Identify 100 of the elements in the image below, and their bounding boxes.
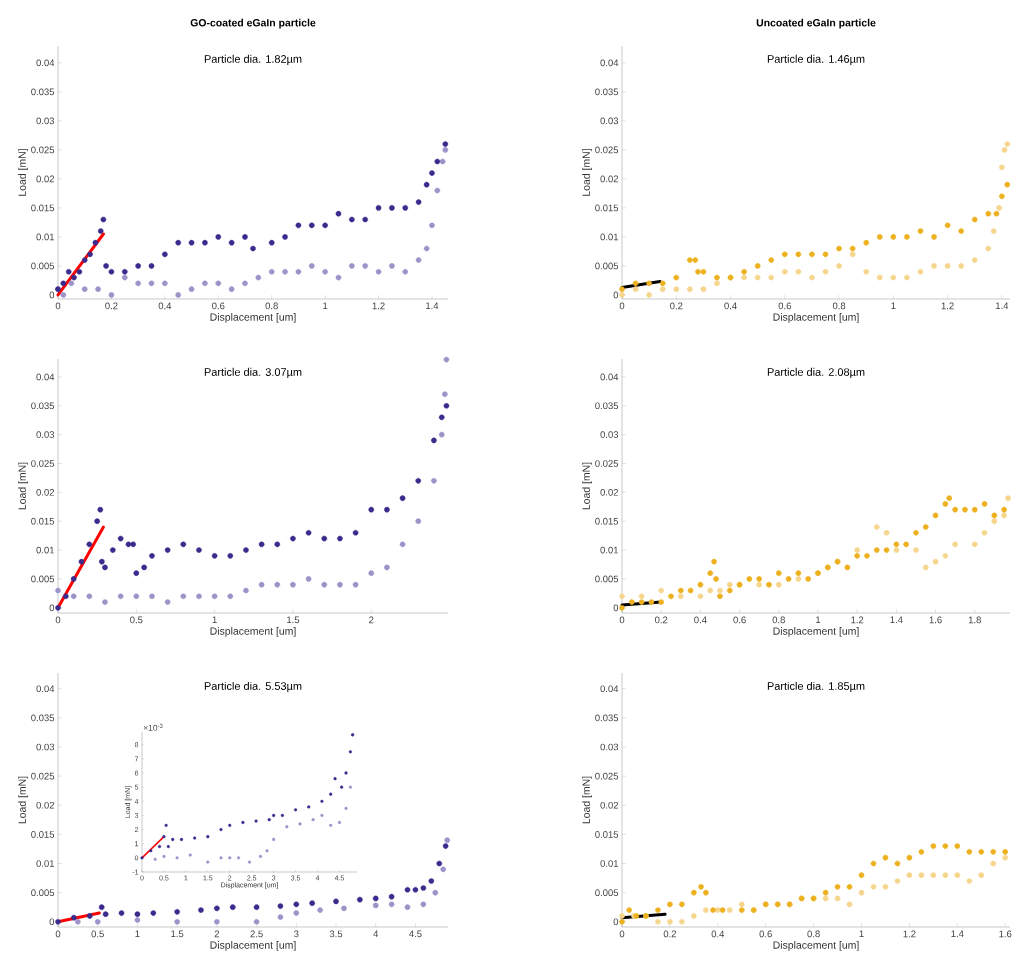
text: Particle dia. 1.82µm: [204, 54, 302, 66]
x-tick-label: 0.6: [212, 302, 225, 310]
x-tick-label: 0.6: [733, 616, 746, 624]
x-tick-label: 0.8: [265, 302, 278, 310]
y-tick-label: 0.04: [600, 373, 619, 381]
y-tick-label: 0.01: [600, 546, 619, 554]
y-axis-title: Load [mN]: [582, 462, 592, 510]
y-tick-label: 0.025: [595, 460, 619, 467]
x-tick-label: 1: [891, 302, 896, 310]
x-tick-label: 1: [323, 302, 328, 310]
x-tick-label: 3: [294, 930, 299, 938]
y-tick-label: 0.03: [600, 431, 619, 438]
text: Particle dia. 5.53µm: [204, 681, 302, 693]
x-tick-label: 1.2: [851, 616, 864, 624]
x-tick-label: 1.2: [903, 930, 916, 938]
x-tick-label: 1.4: [426, 302, 439, 310]
y-tick-label: 0.005: [595, 575, 619, 583]
x-tick-label: 1.8: [968, 616, 981, 624]
x-tick-label: 1.2: [941, 302, 954, 310]
y-tick-label: 0.035: [595, 88, 619, 96]
x-tick-label: 0.8: [772, 616, 785, 624]
x-tick-label: 1.4: [890, 616, 903, 624]
x-axis-title: Displacement [um]: [210, 313, 296, 323]
y-tick-label: 0.02: [600, 489, 619, 496]
y-tick-label: 0.015: [31, 204, 55, 212]
y-tick-label: 0.01: [600, 860, 619, 867]
y-tick-label: 0.015: [595, 204, 619, 212]
x-tick-label: 0.8: [832, 302, 846, 310]
y-tick-label: 0.01: [36, 860, 55, 867]
y-tick-label: 0.035: [31, 88, 55, 96]
y-tick-label: 0.025: [31, 772, 55, 780]
x-tick-label: 0.2: [655, 616, 668, 624]
x-tick-label: 4.5: [409, 930, 422, 938]
x-tick-label: 0.6: [778, 302, 791, 310]
y-tick-label: 0.04: [36, 685, 55, 693]
y-tick-label: 0.025: [31, 460, 55, 467]
y-tick-label: 0.03: [36, 743, 55, 751]
y-tick-label: 0.005: [31, 575, 55, 583]
y-tick-label: 0.02: [600, 801, 619, 809]
text: Particle dia. 1.85µm: [767, 681, 865, 693]
x-tick-label: 0.5: [91, 930, 104, 938]
text: Particle dia. 1.46µm: [767, 54, 865, 66]
x-tick-label: 0: [619, 302, 625, 310]
x-axis-title: Displacement [um]: [773, 627, 859, 637]
y-tick-label: 0.02: [36, 801, 55, 809]
x-tick-label: 1.6: [999, 930, 1012, 938]
y-tick-label: 0.035: [595, 402, 619, 410]
chart-title: GO-coated eGaIn particle: [190, 18, 316, 29]
y-tick-label: 0.025: [595, 146, 619, 154]
y-tick-label: 0.01: [36, 233, 55, 241]
y-tick-label: 0.02: [600, 175, 619, 183]
y-tick-label: 0.005: [31, 889, 55, 896]
y-tick-label: 0: [49, 604, 55, 612]
y-tick-label: 0.005: [595, 889, 619, 896]
y-tick-label: 0.03: [36, 431, 55, 438]
x-tick-label: 2: [214, 930, 220, 938]
chart-title: Uncoated eGaIn particle: [756, 18, 876, 29]
y-tick-label: 0: [613, 918, 619, 926]
y-tick-label: 0.035: [31, 714, 55, 722]
y-axis-title: Load [mN]: [18, 462, 28, 510]
x-tick-label: 0.2: [663, 930, 677, 938]
x-tick-label: 3.5: [329, 930, 343, 938]
y-tick-label: 0.03: [600, 743, 619, 751]
y-tick-label: 0.005: [595, 262, 619, 270]
x-tick-label: 1.5: [171, 930, 184, 938]
y-tick-label: 0.015: [31, 517, 55, 525]
x-axis-title: Displacement [um]: [773, 313, 859, 323]
x-tick-label: 0.4: [694, 616, 707, 624]
y-tick-label: 0: [49, 918, 55, 926]
y-tick-label: 0.01: [600, 233, 619, 241]
y-tick-label: 0.025: [595, 772, 619, 780]
y-tick-label: 0.035: [595, 714, 619, 722]
text: Particle dia. 2.08µm: [767, 367, 865, 379]
x-tick-label: 0: [55, 302, 61, 310]
y-tick-label: 0: [613, 604, 619, 612]
y-tick-label: 0.035: [31, 402, 55, 410]
x-tick-label: 0.4: [711, 930, 725, 938]
x-tick-label: 0: [619, 930, 625, 938]
x-axis-title: Displacement [um]: [210, 627, 296, 637]
y-tick-label: 0.015: [595, 831, 619, 838]
y-tick-label: 0.04: [600, 685, 619, 693]
x-tick-label: 1.6: [929, 616, 942, 624]
x-axis-title: Displacement [um]: [773, 941, 859, 951]
x-tick-label: 1.4: [996, 302, 1009, 310]
x-tick-label: 0: [55, 616, 61, 624]
x-axis-title: Displacement [um]: [210, 941, 296, 951]
x-tick-label: 0.4: [158, 302, 172, 310]
y-tick-label: 0.03: [600, 117, 619, 125]
y-tick-label: 0.005: [31, 262, 55, 270]
x-tick-label: 0.5: [130, 616, 143, 624]
x-tick-label: 0.6: [759, 930, 772, 938]
x-tick-label: 4: [373, 930, 379, 938]
x-tick-label: 1.4: [951, 930, 964, 938]
y-axis-title: Load [mN]: [18, 776, 28, 824]
y-tick-label: 0: [49, 291, 55, 299]
y-axis-title: Load [mN]: [18, 149, 28, 196]
x-tick-label: 1.5: [287, 616, 300, 624]
y-tick-label: 0.04: [36, 59, 55, 67]
x-tick-label: 0: [619, 616, 625, 624]
y-axis-title: Load [mN]: [582, 776, 592, 824]
